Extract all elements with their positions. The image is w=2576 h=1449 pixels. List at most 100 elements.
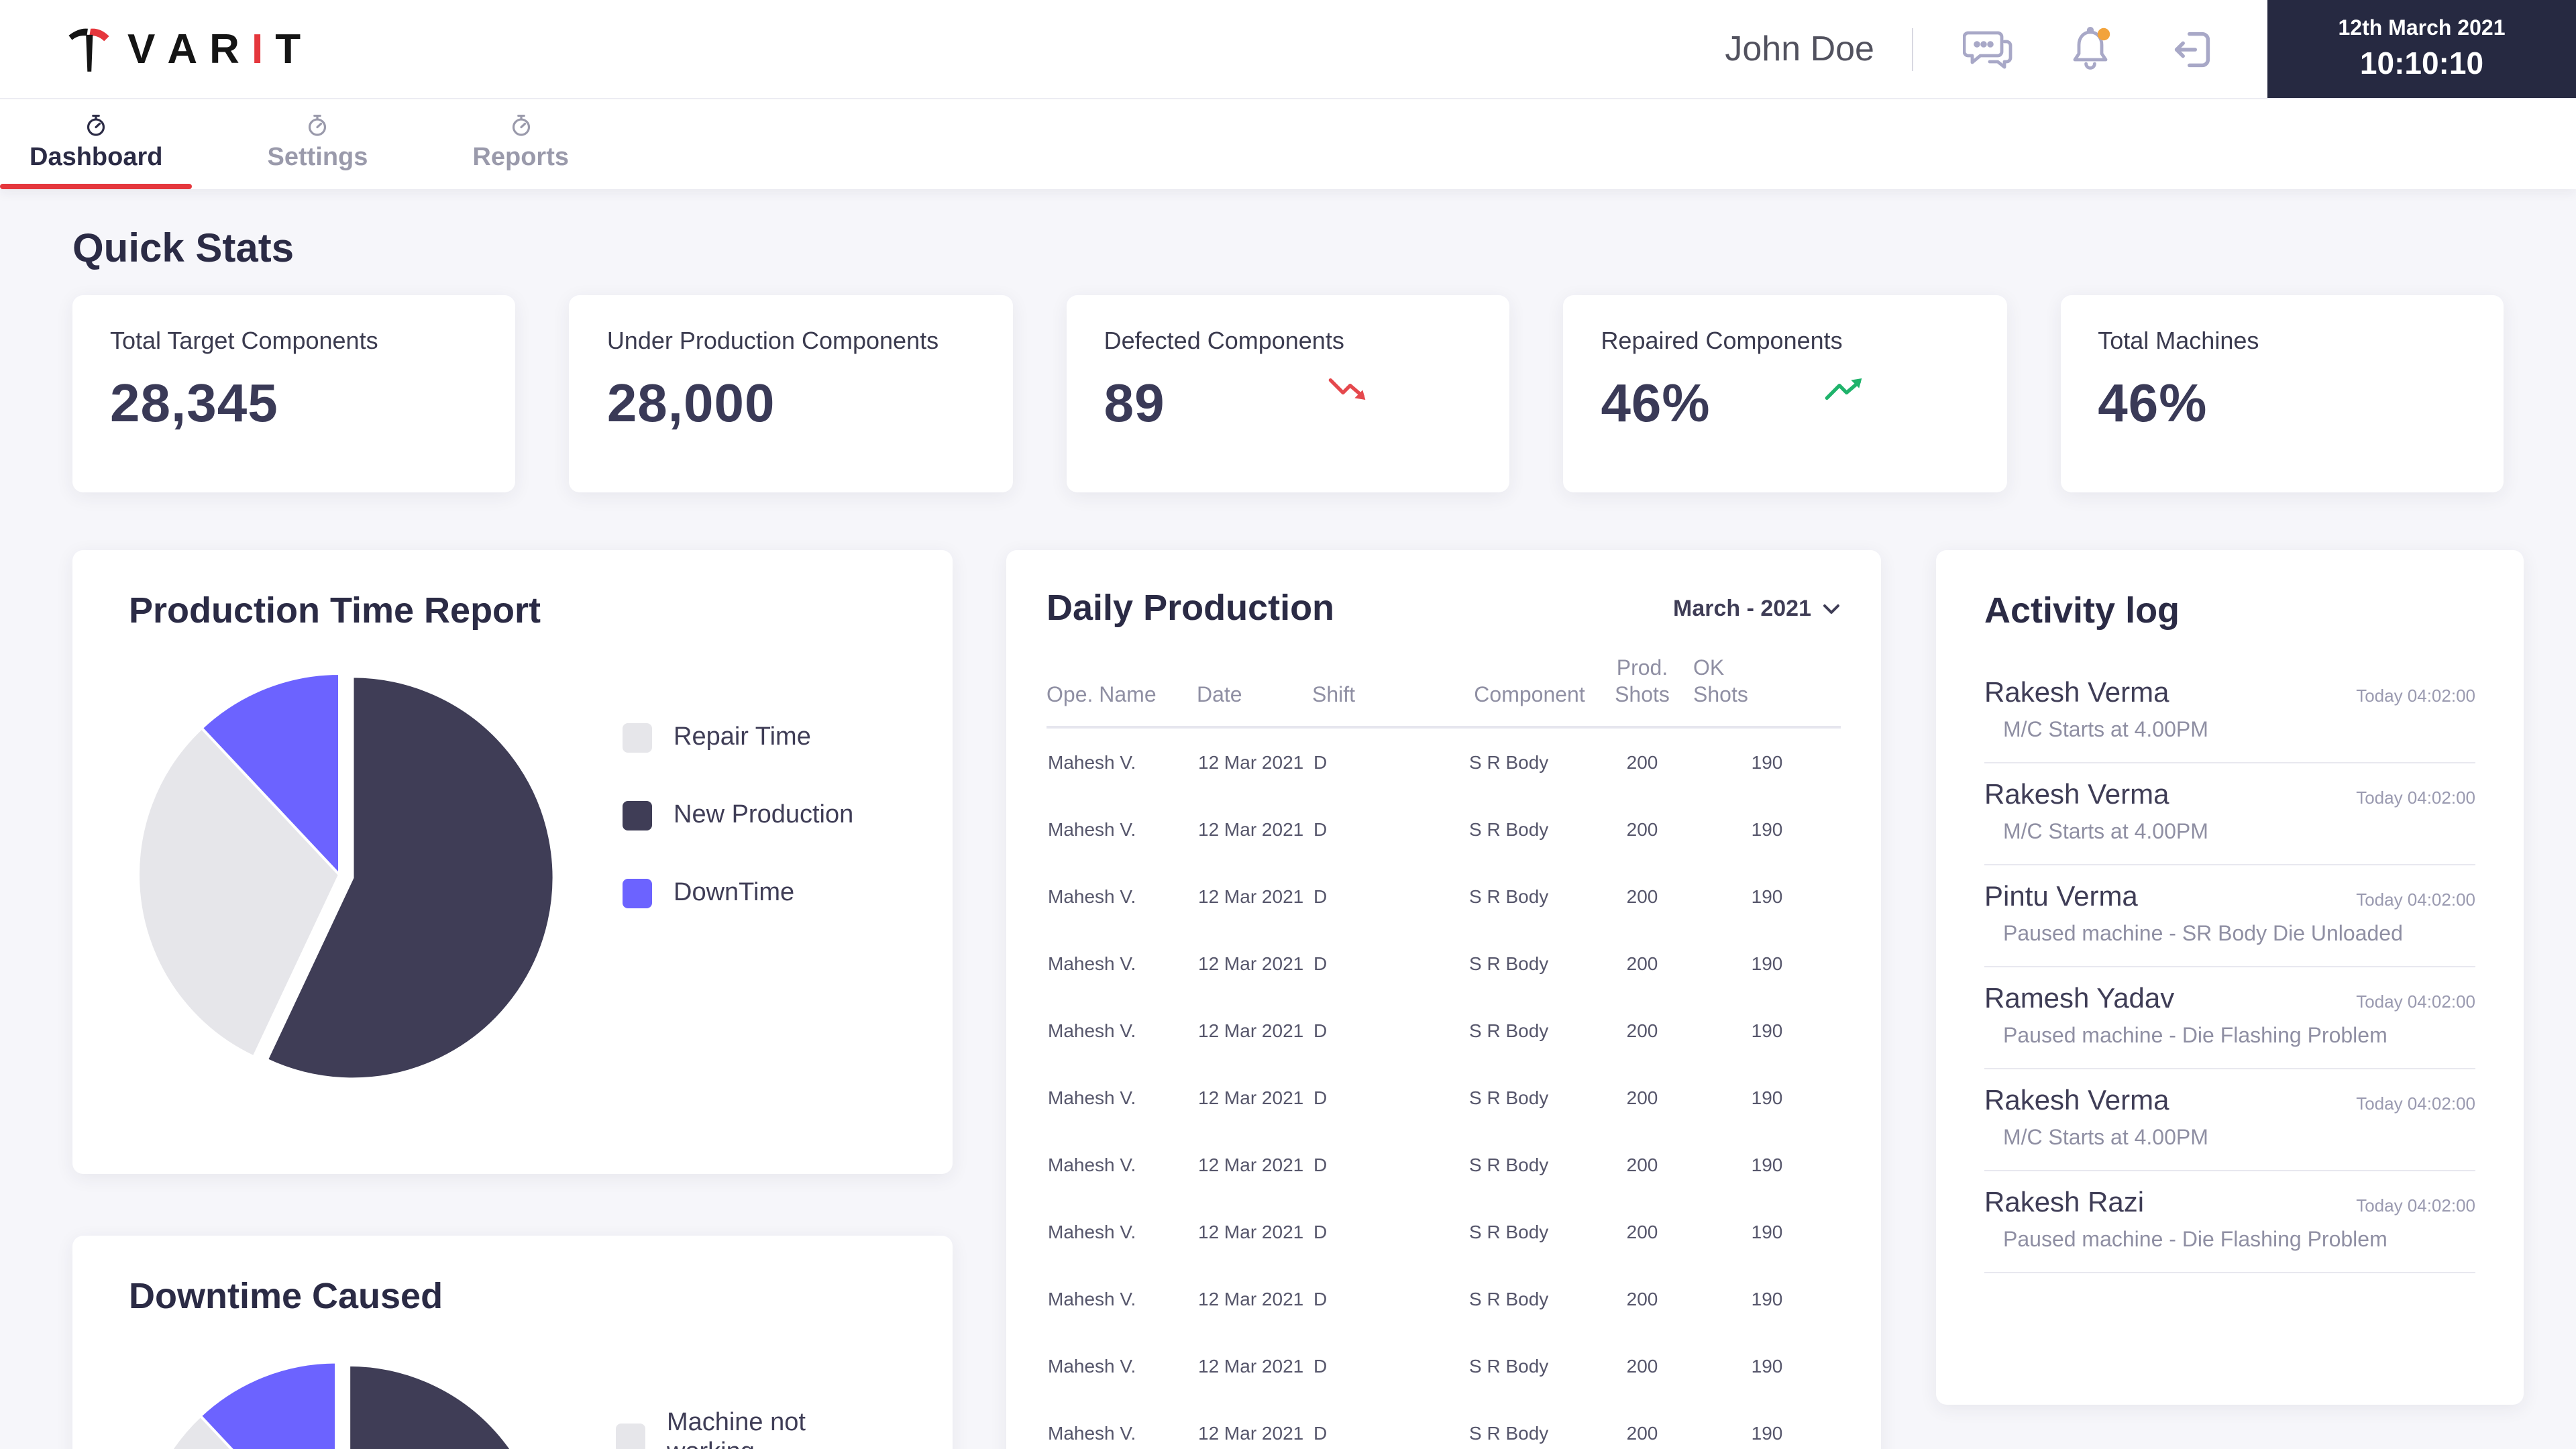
header-divider [1912, 28, 1913, 70]
stat-card-value: 28,000 [607, 374, 975, 435]
activity-description: M/C Starts at 4.00PM [2003, 1127, 2475, 1151]
production-legend: Repair Time New Production DownTime [623, 723, 853, 1096]
downtime-pie-area: Machine not working [129, 1339, 896, 1449]
trend-up-icon [1825, 373, 1865, 412]
activity-time: Today 04:02:00 [2356, 1195, 2475, 1216]
cell-component: S R Body [1468, 1399, 1591, 1449]
cell-date: 12 Mar 2021 [1197, 930, 1312, 997]
cell-date: 12 Mar 2021 [1197, 1332, 1312, 1399]
stat-card: Defected Components 89 [1067, 295, 1510, 492]
nav-tab[interactable]: Settings [238, 98, 398, 189]
cell-ope-name: Mahesh V. [1046, 930, 1197, 997]
stat-card-value: 89 [1104, 374, 1472, 435]
cell-ok-shots: 190 [1693, 1131, 1841, 1198]
nav-tabs: Dashboard Settings Rep [0, 98, 2576, 189]
activity-log-entry: Rakesh Razi Today 04:02:00 Paused machin… [1984, 1171, 2475, 1273]
logo-letter: T [275, 25, 303, 73]
cell-ope-name: Mahesh V. [1046, 1265, 1197, 1332]
production-pie-area: Repair Time New Production DownTime [129, 653, 896, 1096]
activity-description: M/C Starts at 4.00PM [2003, 821, 2475, 845]
legend-label: Repair Time [674, 723, 811, 753]
header-right: John Doe [1725, 0, 2576, 98]
cell-ope-name: Mahesh V. [1046, 1332, 1197, 1399]
logo-letter: A [167, 25, 200, 73]
activity-name: Rakesh Verma [1984, 678, 2169, 710]
cell-ok-shots: 190 [1693, 863, 1841, 930]
nav-tab-label: Dashboard [30, 144, 163, 173]
chat-icon[interactable] [1962, 22, 2015, 76]
cell-ope-name: Mahesh V. [1046, 1198, 1197, 1265]
daily-production-card: Daily Production March - 2021 Ope. Name [1006, 550, 1881, 1449]
logo-letter: I [252, 25, 266, 73]
activity-name: Rakesh Razi [1984, 1187, 2144, 1220]
table-column-header: Date [1197, 656, 1312, 727]
legend-item: DownTime [623, 879, 853, 908]
activity-log-title: Activity log [1984, 590, 2475, 632]
cell-ok-shots: 190 [1693, 727, 1841, 796]
stat-card: Repaired Components 46% [1563, 295, 2006, 492]
table-column-header: Prod. Shots [1591, 656, 1693, 727]
activity-time: Today 04:02:00 [2356, 991, 2475, 1012]
legend-swatch [623, 723, 652, 753]
stat-card-label: Total Machines [2098, 327, 2466, 356]
user-name: John Doe [1725, 28, 1874, 70]
cell-shift: D [1312, 1399, 1468, 1449]
cell-date: 12 Mar 2021 [1197, 1131, 1312, 1198]
legend-label: DownTime [674, 879, 794, 908]
activity-log-entry: Ramesh Yadav Today 04:02:00 Paused machi… [1984, 967, 2475, 1069]
table-column-header: Ope. Name [1046, 656, 1197, 727]
legend-item: Machine not working [616, 1409, 896, 1449]
downtime-pie-chart [118, 1339, 554, 1449]
cell-prod-shots: 200 [1591, 727, 1693, 796]
chevron-down-icon [1822, 602, 1841, 615]
activity-description: M/C Starts at 4.00PM [2003, 719, 2475, 743]
legend-label: New Production [674, 801, 853, 830]
cell-ok-shots: 190 [1693, 1064, 1841, 1131]
cell-date: 12 Mar 2021 [1197, 1265, 1312, 1332]
downtime-caused-card: Downtime Caused Machine not working [72, 1236, 953, 1449]
activity-log-list: Rakesh Verma Today 04:02:00 M/C Starts a… [1984, 661, 2475, 1273]
table-row: Mahesh V. 12 Mar 2021 D S R Body 200 190 [1046, 727, 1841, 796]
downtime-caused-title: Downtime Caused [129, 1276, 896, 1318]
cell-shift: D [1312, 1198, 1468, 1265]
bell-icon[interactable] [2063, 22, 2117, 76]
activity-description: Paused machine - Die Flashing Problem [2003, 1229, 2475, 1253]
cell-ope-name: Mahesh V. [1046, 727, 1197, 796]
cell-component: S R Body [1468, 1131, 1591, 1198]
top-header: V A R I T John Doe [0, 0, 2576, 99]
current-date: 12th March 2021 [2338, 17, 2505, 41]
table-column-header: OK Shots [1693, 656, 1841, 727]
stat-card-value: 46% [2098, 374, 2466, 435]
cell-prod-shots: 200 [1591, 1265, 1693, 1332]
activity-description: Paused machine - Die Flashing Problem [2003, 1025, 2475, 1049]
cell-prod-shots: 200 [1591, 1198, 1693, 1265]
nav-tab[interactable]: Reports [443, 98, 598, 189]
nav-tab[interactable]: Dashboard [0, 98, 193, 189]
cell-ok-shots: 190 [1693, 997, 1841, 1064]
activity-log-entry: Rakesh Verma Today 04:02:00 M/C Starts a… [1984, 661, 2475, 763]
month-filter-dropdown[interactable]: March - 2021 [1673, 595, 1841, 622]
daily-production-header: Daily Production March - 2021 [1046, 588, 1841, 629]
cell-component: S R Body [1468, 1198, 1591, 1265]
table-row: Mahesh V. 12 Mar 2021 D S R Body 200 190 [1046, 1198, 1841, 1265]
logout-icon[interactable] [2165, 22, 2219, 76]
main-content: Quick Stats Total Target Components 28,3… [0, 189, 2576, 1449]
stat-card-value: 46% [1601, 374, 1969, 435]
legend-swatch [623, 879, 652, 908]
activity-log-entry: Pintu Verma Today 04:02:00 Paused machin… [1984, 865, 2475, 967]
cell-component: S R Body [1468, 1332, 1591, 1399]
cell-component: S R Body [1468, 863, 1591, 930]
table-row: Mahesh V. 12 Mar 2021 D S R Body 200 190 [1046, 1399, 1841, 1449]
dashboard-page: V A R I T John Doe [0, 0, 2576, 1449]
stopwatch-icon [306, 114, 329, 137]
cell-shift: D [1312, 930, 1468, 997]
activity-name: Rakesh Verma [1984, 1085, 2169, 1118]
cell-date: 12 Mar 2021 [1197, 796, 1312, 863]
cell-ok-shots: 190 [1693, 1198, 1841, 1265]
stopwatch-icon [509, 114, 532, 137]
daily-production-table: Ope. Name Date Shift Component Prod. Sho… [1046, 656, 1841, 1449]
cell-ope-name: Mahesh V. [1046, 1131, 1197, 1198]
activity-time: Today 04:02:00 [2356, 890, 2475, 910]
daily-production-title: Daily Production [1046, 588, 1334, 629]
production-pie-chart [118, 653, 561, 1096]
